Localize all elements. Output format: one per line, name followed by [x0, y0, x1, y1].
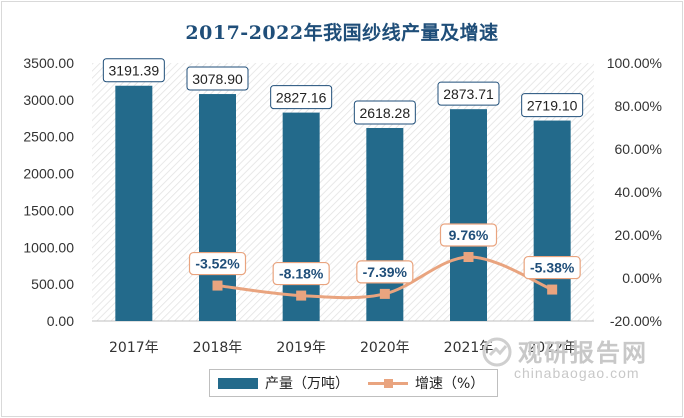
- growth-data-label: 9.76%: [449, 227, 489, 243]
- bar-data-label-box: [102, 58, 165, 83]
- watermark-text-en: chinabaogao.com: [514, 365, 640, 381]
- legend-line-swatch: [368, 378, 408, 389]
- watermark-text-cn: 观研报告网: [518, 339, 648, 367]
- watermark: 观研报告网 chinabaogao.com: [478, 333, 674, 389]
- y-right-tick-label: -20.00%: [610, 313, 662, 329]
- growth-data-label-box: [272, 261, 330, 286]
- x-tick-label: 2020年: [360, 340, 410, 356]
- x-tick-label: 2019年: [276, 340, 326, 356]
- bar-data-label: 2827.16: [276, 90, 327, 106]
- bar-data-label: 3078.90: [192, 71, 243, 87]
- y-right-tick-label: 100.00%: [607, 55, 662, 71]
- plot-area-background: [92, 63, 594, 321]
- bar-data-label-box: [186, 66, 249, 91]
- x-tick-label: 2017年: [109, 340, 159, 356]
- growth-data-label: -5.38%: [530, 260, 575, 276]
- bar-data-label-box: [521, 93, 584, 118]
- legend-item-growth: 增速（%）: [368, 373, 484, 393]
- y-left-tick-label: 500.00: [31, 276, 74, 292]
- y-right-tick-label: 80.00%: [615, 98, 662, 114]
- legend: 产量（万吨） 增速（%）: [209, 369, 498, 397]
- y-left-tick-label: 2500.00: [23, 129, 74, 145]
- legend-label-production: 产量（万吨）: [265, 376, 349, 392]
- growth-data-label-box: [188, 251, 247, 276]
- chinabaogao-logo-icon: [482, 337, 512, 367]
- x-tick-label: 2021年: [444, 340, 494, 356]
- y-left-tick-label: 1500.00: [23, 202, 74, 218]
- growth-data-label-box: [523, 255, 581, 280]
- growth-marker: [547, 284, 558, 295]
- y-right-tick-label: 60.00%: [615, 141, 662, 157]
- y-left-tick-label: 1000.00: [23, 239, 74, 255]
- growth-marker: [379, 288, 390, 299]
- y-right-tick-label: 0.00%: [622, 270, 662, 286]
- bar: [115, 85, 153, 321]
- bar-data-label: 3191.39: [109, 63, 160, 79]
- bar-data-label: 2873.71: [443, 86, 494, 102]
- growth-marker: [463, 252, 474, 263]
- bar-data-label: 2618.28: [360, 105, 411, 121]
- legend-bar-swatch: [218, 377, 258, 389]
- growth-data-label: -3.52%: [195, 256, 240, 272]
- bar-data-label-box: [353, 100, 416, 125]
- growth-data-label: -8.18%: [279, 266, 324, 282]
- growth-data-label-box: [356, 260, 414, 284]
- x-tick-label: 2018年: [193, 340, 243, 356]
- chart-title: 2017-2022年我国纱线产量及增速: [185, 22, 499, 44]
- y-left-tick-label: 3500.00: [23, 55, 74, 71]
- y-left-tick-label: 3000.00: [23, 92, 74, 108]
- legend-item-production: 产量（万吨）: [218, 373, 349, 393]
- y-right-tick-label: 40.00%: [615, 184, 662, 200]
- growth-data-label-box: [439, 223, 498, 247]
- growth-marker: [212, 280, 223, 291]
- y-left-tick-label: 2000.00: [23, 166, 74, 182]
- bar-data-label: 2719.10: [527, 98, 578, 114]
- growth-data-label: -7.39%: [363, 264, 408, 280]
- x-tick-label: 2022年: [527, 340, 577, 356]
- growth-marker: [296, 290, 307, 301]
- legend-label-growth: 增速（%）: [415, 376, 485, 392]
- bar-data-label-box: [270, 85, 333, 110]
- bar: [450, 109, 487, 321]
- bar-data-label-box: [437, 81, 500, 106]
- bar: [282, 112, 320, 321]
- y-right-tick-label: 20.00%: [615, 227, 662, 243]
- y-left-tick-label: 0.00: [47, 313, 74, 329]
